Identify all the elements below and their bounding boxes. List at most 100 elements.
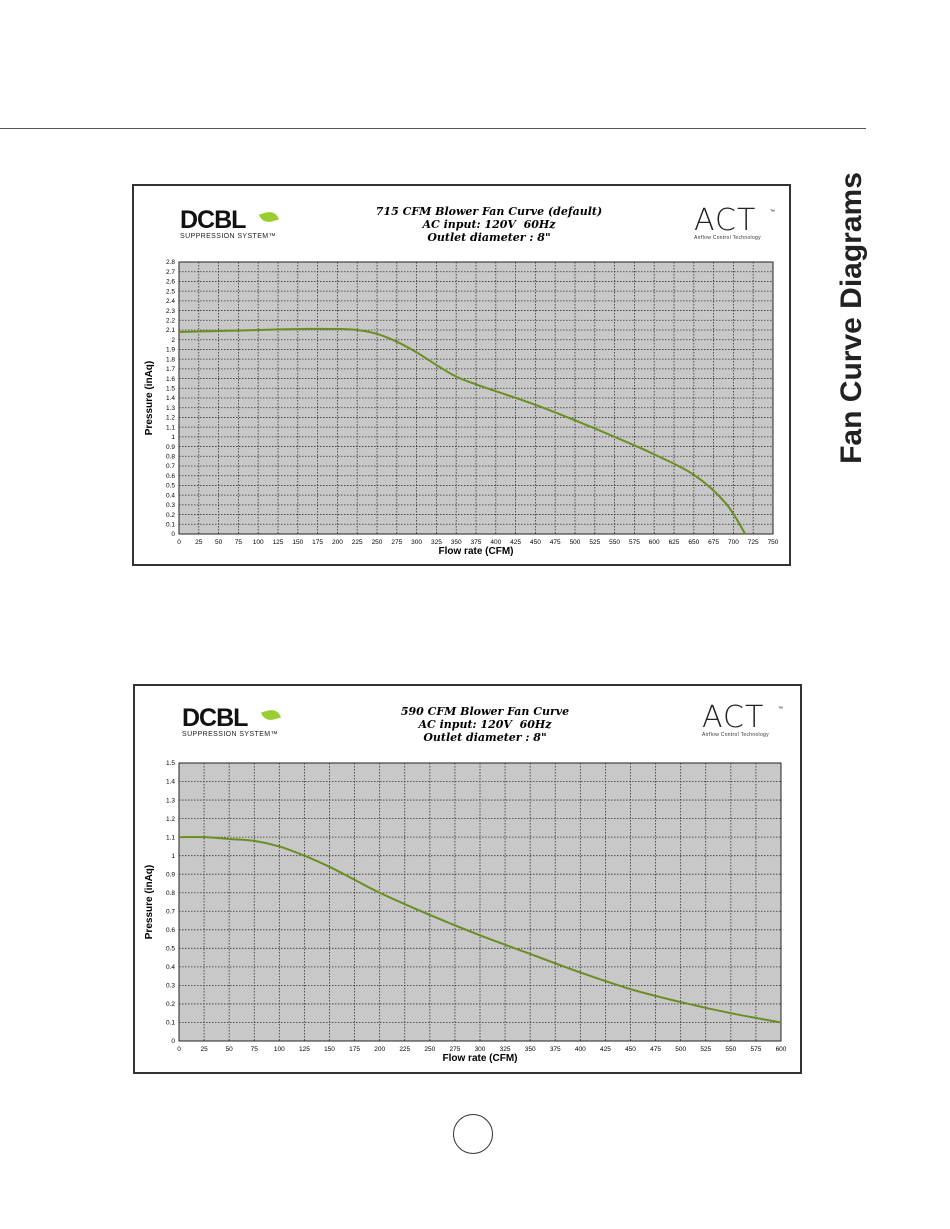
chart-title-line: AC input: 120V 60Hz xyxy=(418,718,552,731)
x-tick-label: 525 xyxy=(700,1046,711,1053)
x-tick-label: 400 xyxy=(490,539,501,546)
dcbl-logo-subtitle: SUPPRESSION SYSTEM™ xyxy=(180,233,276,240)
x-tick-label: 725 xyxy=(748,539,759,546)
x-tick-label: 575 xyxy=(750,1046,761,1053)
y-tick-label: 1.1 xyxy=(166,424,175,431)
x-tick-label: 250 xyxy=(372,539,383,546)
fan-curve-chart-590: DCBL SUPPRESSION SYSTEM™ 590 CFM Blower … xyxy=(133,684,802,1074)
chart-title: 590 CFM Blower Fan Curve AC input: 120V … xyxy=(325,705,645,744)
x-tick-label: 375 xyxy=(471,539,482,546)
x-tick-label: 325 xyxy=(431,539,442,546)
x-tick-label: 200 xyxy=(374,1046,385,1053)
chart-title: 715 CFM Blower Fan Curve (default) AC in… xyxy=(329,205,649,244)
y-tick-label: 2.1 xyxy=(166,327,175,334)
y-tick-label: 0.2 xyxy=(166,1001,175,1008)
y-tick-label: 1.8 xyxy=(166,356,175,363)
x-tick-label: 75 xyxy=(235,539,243,546)
x-tick-label: 475 xyxy=(650,1046,661,1053)
x-tick-label: 150 xyxy=(292,539,303,546)
x-tick-label: 550 xyxy=(725,1046,736,1053)
x-tick-label: 600 xyxy=(649,539,660,546)
y-tick-label: 0.1 xyxy=(166,1020,175,1027)
y-tick-label: 2.2 xyxy=(166,317,175,324)
y-axis-label: Pressure (inAq) xyxy=(144,865,155,939)
x-tick-label: 150 xyxy=(324,1046,335,1053)
x-tick-label: 575 xyxy=(629,539,640,546)
page-number-circle xyxy=(453,1114,493,1154)
y-tick-label: 0.3 xyxy=(166,502,175,509)
x-tick-label: 25 xyxy=(200,1046,208,1053)
chart-plot: 0 25 50 75 100 125 150 175 200 225 250 275 300 325 350… xyxy=(144,760,787,1064)
y-tick-label: 0.8 xyxy=(166,890,175,897)
y-tick-label: 0.9 xyxy=(166,871,175,878)
x-tick-label: 450 xyxy=(625,1046,636,1053)
y-tick-label: 1.3 xyxy=(166,405,175,412)
x-tick-label: 450 xyxy=(530,539,541,546)
x-tick-label: 500 xyxy=(570,539,581,546)
act-logo: ACT Airflow Control Technology ™ xyxy=(702,700,783,739)
x-tick-label: 500 xyxy=(675,1046,686,1053)
side-title: Fan Curve Diagrams xyxy=(835,172,868,464)
y-tick-label: 2.6 xyxy=(166,279,175,286)
x-tick-label: 750 xyxy=(768,539,779,546)
x-tick-label: 0 xyxy=(177,1046,181,1053)
x-tick-label: 50 xyxy=(215,539,223,546)
x-tick-label: 125 xyxy=(273,539,284,546)
y-tick-label: 1 xyxy=(171,434,175,441)
y-tick-label: 0.6 xyxy=(166,473,175,480)
dcbl-logo: DCBL SUPPRESSION SYSTEM™ xyxy=(182,704,281,739)
dcbl-logo-word: DCBL xyxy=(182,704,248,732)
y-tick-label: 2 xyxy=(171,337,175,344)
x-tick-label: 175 xyxy=(312,539,323,546)
x-axis-label: Flow rate (CFM) xyxy=(439,546,514,557)
x-tick-label: 175 xyxy=(349,1046,360,1053)
y-tick-label: 0.4 xyxy=(166,964,175,971)
y-tick-label: 0.5 xyxy=(166,483,175,490)
y-tick-label: 0.6 xyxy=(166,927,175,934)
x-tick-label: 200 xyxy=(332,539,343,546)
y-tick-label: 2.5 xyxy=(166,288,175,295)
x-tick-label: 600 xyxy=(776,1046,787,1053)
x-tick-label: 300 xyxy=(475,1046,486,1053)
y-tick-label: 1.4 xyxy=(166,779,175,786)
plot-border xyxy=(178,762,782,1042)
y-tick-label: 0.9 xyxy=(166,444,175,451)
y-tick-label: 1 xyxy=(171,853,175,860)
x-axis-label: Flow rate (CFM) xyxy=(443,1053,518,1064)
chart-title-line: 590 CFM Blower Fan Curve xyxy=(400,705,570,718)
y-tick-label: 1.3 xyxy=(166,797,175,804)
x-tick-label: 350 xyxy=(525,1046,536,1053)
x-tick-label: 100 xyxy=(274,1046,285,1053)
y-tick-label: 2.4 xyxy=(166,298,175,305)
y-tick-label: 2.7 xyxy=(166,269,175,276)
y-tick-label: 1.6 xyxy=(166,376,175,383)
act-logo-subtitle: Airflow Control Technology xyxy=(702,732,769,738)
y-tick-label: 0.7 xyxy=(166,908,175,915)
dcbl-logo-subtitle: SUPPRESSION SYSTEM™ xyxy=(182,731,278,738)
y-tick-label: 0.1 xyxy=(166,521,175,528)
y-tick-label: 0.7 xyxy=(166,463,175,470)
y-tick-label: 2.3 xyxy=(166,308,175,315)
y-tick-label: 2.8 xyxy=(166,259,175,266)
x-tick-label: 125 xyxy=(299,1046,310,1053)
fan-curve-chart-715: DCBL SUPPRESSION SYSTEM™ 715 CFM Blower … xyxy=(132,184,791,566)
x-tick-label: 650 xyxy=(688,539,699,546)
x-tick-label: 400 xyxy=(575,1046,586,1053)
y-tick-label: 0 xyxy=(171,1038,175,1045)
dcbl-logo-word: DCBL xyxy=(180,206,246,234)
fan-curve-line xyxy=(178,327,747,535)
y-tick-label: 0.5 xyxy=(166,946,175,953)
chart-title-line: AC input: 120V 60Hz xyxy=(422,218,556,231)
chart-title-line: Outlet diameter : 8" xyxy=(427,231,551,244)
chart-title-line: 715 CFM Blower Fan Curve (default) xyxy=(375,205,603,218)
act-logo-word: ACT xyxy=(694,203,757,238)
x-tick-label: 625 xyxy=(669,539,680,546)
x-tick-label: 225 xyxy=(399,1046,410,1053)
y-tick-label: 0.4 xyxy=(166,492,175,499)
x-tick-label: 275 xyxy=(391,539,402,546)
chart-title-line: Outlet diameter : 8" xyxy=(423,731,547,744)
act-logo-word: ACT xyxy=(702,700,765,735)
y-tick-label: 1.1 xyxy=(166,834,175,841)
fan-curve-line xyxy=(178,835,782,1024)
x-tick-label: 550 xyxy=(609,539,620,546)
